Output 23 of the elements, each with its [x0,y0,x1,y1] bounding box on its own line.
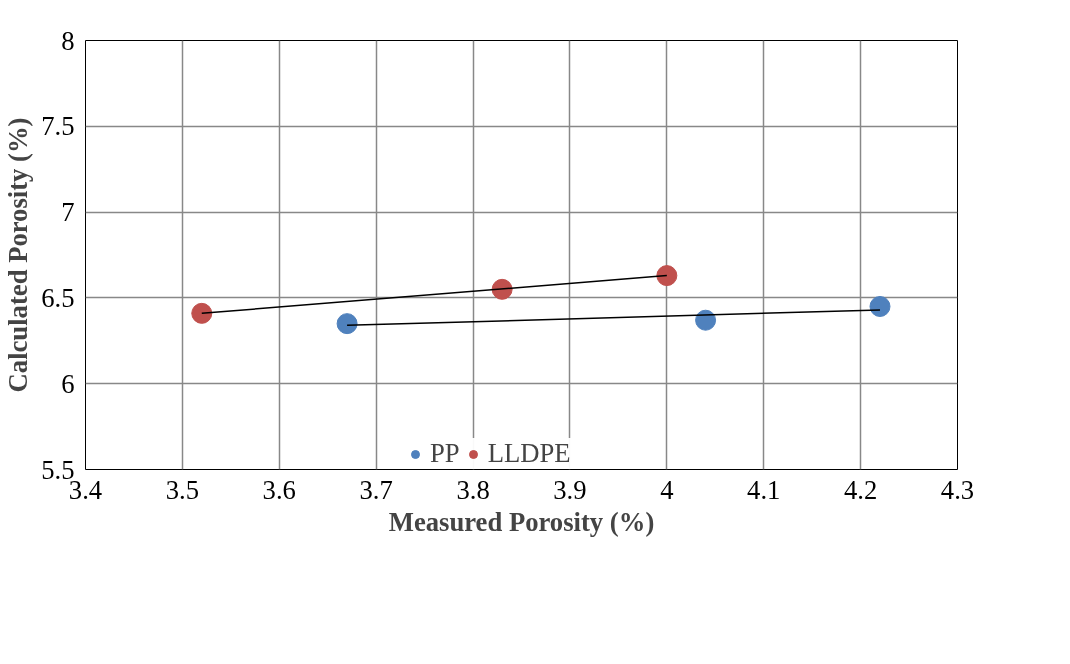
x-tick-label: 4.3 [940,474,975,505]
x-tick-label: 3.5 [165,474,200,505]
point [656,265,678,287]
x-tick-label: 3.7 [359,474,393,505]
x-axis-title: Measured Porosity (%) [388,506,655,537]
x-tick-label: 4.2 [843,474,878,505]
point [336,313,358,335]
point [869,296,891,317]
x-tick-label: 4 [660,474,674,505]
x-tick-label: 3.8 [456,474,490,505]
y-tick-label: 6.5 [41,282,75,313]
point [191,302,213,324]
legend-label: PP [430,438,460,469]
legend-label: LLDPE [487,438,571,469]
x-tick-label: 3.9 [553,474,587,505]
y-tick-label: 7.5 [41,111,75,142]
x-tick-label: 3.6 [262,474,296,505]
point [491,278,513,300]
y-tick-label: 8 [61,25,75,56]
y-tick-label: 7 [61,197,75,228]
y-axis-title: Calculated Porosity (%) [3,117,34,393]
x-tick-label: 4.1 [747,474,781,505]
y-tick-label: 6 [61,368,75,399]
